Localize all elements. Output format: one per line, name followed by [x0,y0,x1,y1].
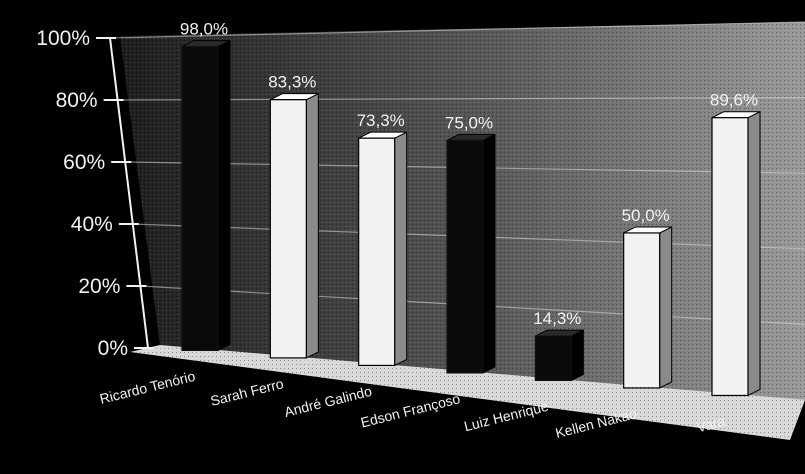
bar-3 [446,139,484,374]
y-tick-label: 60% [63,151,105,174]
bar-5 [623,232,661,389]
bar-side [482,133,496,374]
bar-side [305,92,319,359]
gridline-0 [147,347,805,401]
bar-side [217,39,231,352]
data-label: 73,3% [357,111,405,130]
value-labels: 98,0% 83,3% 73,3% 75,0% 14,3% 50,0% 89,6% [180,20,758,329]
y-axis-line [109,37,149,349]
bar-6 [711,117,749,397]
data-label: 89,6% [710,91,758,110]
data-label: 75,0% [445,113,493,132]
y-tick-label: 40% [71,213,113,236]
data-label: 14,3% [533,309,581,328]
bar-side [659,226,673,389]
bar-side [394,131,408,367]
bar-1 [269,99,307,359]
y-axis: 0% 20% 40% 60% 80% 100% [36,27,154,360]
bar-4 [534,335,572,382]
x-tick-label: Vara [695,413,727,435]
x-tick-label: Luiz Henrique [462,398,550,434]
bar-2 [358,137,396,367]
x-tick-label: Ricardo Tenório [98,368,197,407]
data-label: 83,3% [268,73,316,92]
bar-side [570,329,584,382]
bar-0 [181,45,219,351]
data-label: 98,0% [180,20,228,39]
y-tick-label: 100% [36,27,90,50]
x-tick-label: Sarah Ferro [209,375,286,409]
gridline-100 [109,21,805,39]
bars [181,39,761,397]
chart-floor-texture [130,345,805,440]
y-tick-label: 0% [98,337,128,360]
y-tick-label: 20% [78,275,120,298]
data-label: 50,0% [622,206,670,225]
gridline-80 [117,97,805,101]
x-tick-label: Edson Françoso [359,390,462,430]
y-tick-label: 80% [56,89,98,112]
bar-side [747,110,761,397]
